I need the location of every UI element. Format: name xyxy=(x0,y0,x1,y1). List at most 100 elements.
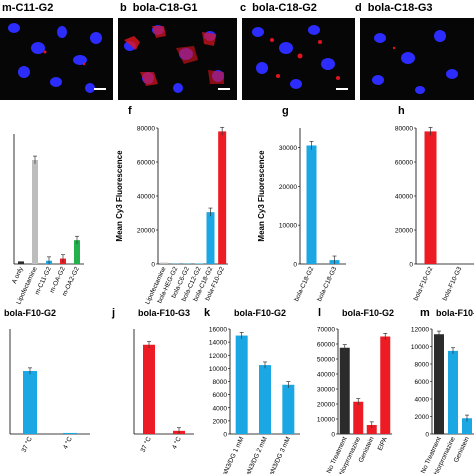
y-tick-label: 80000 xyxy=(137,126,155,133)
chart-title: bola-F10-G2 xyxy=(4,308,56,318)
chart-title: bola-F10-G xyxy=(436,308,474,318)
chart-panel: g Mean Cy3 Fluorescence 0 10000 20000 30000 bo… xyxy=(257,105,346,303)
y-tick-label: 40000 xyxy=(137,194,155,201)
y-axis-label: Mean Cy3 Fluorescence xyxy=(115,150,124,242)
bar xyxy=(306,145,317,264)
y-tick-label: 40000 xyxy=(395,194,413,201)
bar xyxy=(23,371,37,434)
scale-bar xyxy=(218,88,230,90)
y-tick-label: 0 xyxy=(409,262,413,269)
y-tick-label: 60000 xyxy=(317,342,335,349)
bar xyxy=(353,401,364,434)
category-label: 4 °C xyxy=(170,435,183,450)
chart-panel: l bola-F10-G2 0 10000 20000 30000 40000 50000 60… xyxy=(317,307,394,474)
bar-charts-figure: A onlyLipofectaminem-C11-G2m-OA-G2m-OA2-… xyxy=(4,105,474,474)
y-tick-label: 10000 xyxy=(411,344,429,351)
chart-panel: j bola-F10-G3 37 °C 4 °C xyxy=(111,307,194,454)
bar xyxy=(448,350,458,434)
y-tick-label: 60000 xyxy=(395,160,413,167)
panel-letter: f xyxy=(128,105,132,117)
category-label: NaN3/DG 2 mM xyxy=(243,436,269,474)
chart-panel: mbola-F10-G020004000600080001000012000No… xyxy=(411,307,474,474)
micrograph-image-d xyxy=(372,30,458,94)
y-tick-label: 12000 xyxy=(411,327,429,334)
bar xyxy=(74,240,80,264)
bar xyxy=(366,425,377,434)
y-tick-label: 0 xyxy=(331,432,335,439)
y-tick-label: 6000 xyxy=(415,379,430,386)
panel-letter: j xyxy=(111,307,115,319)
chart-panel: k bola-F10-G2 0 2000 4000 6000 8000 10000 12000 1… xyxy=(204,307,300,474)
bar xyxy=(339,347,350,434)
y-tick-label: 10000 xyxy=(279,223,297,230)
category-label: bola-C18-G3 xyxy=(316,266,338,303)
bar xyxy=(259,365,271,434)
panel-letter: h xyxy=(398,105,405,117)
y-tick-label: 50000 xyxy=(317,357,335,364)
micrograph-bola-c18-g2 xyxy=(242,18,355,100)
y-tick-label: 0 xyxy=(223,432,227,439)
y-tick-label: 10000 xyxy=(317,417,335,424)
bar xyxy=(18,261,24,264)
category-label: A only xyxy=(11,265,25,285)
bar xyxy=(159,262,168,264)
panel-letter: g xyxy=(282,105,289,117)
micrograph-bola-c18-g1 xyxy=(118,18,237,100)
scale-bar xyxy=(94,88,106,90)
chart-panel: h 0 20000 40000 60000 80000 bola-F10-G2 bola-F1… xyxy=(395,105,474,302)
category-label: 4 °C xyxy=(61,435,74,450)
y-tick-label: 0 xyxy=(425,432,429,439)
category-label: 37 °C xyxy=(20,435,34,453)
bar xyxy=(235,335,248,434)
bar xyxy=(218,131,227,264)
panel-letter: k xyxy=(204,307,211,319)
y-tick-label: 8000 xyxy=(213,379,228,386)
y-tick-label: 0 xyxy=(293,262,297,269)
bar xyxy=(143,344,155,434)
micrograph-image-a xyxy=(8,23,102,93)
y-tick-label: 20000 xyxy=(137,228,155,235)
bar xyxy=(63,432,77,434)
micrograph-title-a: m-C11-G2 xyxy=(2,2,54,14)
bar xyxy=(434,334,444,434)
y-tick-label: 40000 xyxy=(317,372,335,379)
y-tick-label: 20000 xyxy=(279,184,297,191)
y-tick-label: 2000 xyxy=(213,418,228,425)
y-tick-label: 30000 xyxy=(279,145,297,152)
bar xyxy=(462,418,472,434)
bar xyxy=(424,131,437,264)
y-tick-label: 30000 xyxy=(317,387,335,394)
scale-bar xyxy=(336,88,348,90)
y-tick-label: 10000 xyxy=(209,366,227,373)
category-label: bola-C18-G2 xyxy=(293,266,315,303)
chart-title: bola-F10-G2 xyxy=(234,308,286,318)
micrograph-title-d: d bola-C18-G3 xyxy=(355,2,433,14)
micrograph-title-c: c bola-C18-G2 xyxy=(240,2,317,14)
y-tick-label: 70000 xyxy=(317,327,335,334)
chart-title: bola-F10-G2 xyxy=(342,308,394,318)
category-label: bola-F10-G2 xyxy=(413,266,435,302)
category-label: 37 °C xyxy=(139,435,153,453)
category-label: NaN3/DG 1 mM xyxy=(220,436,246,474)
y-tick-label: 2000 xyxy=(415,414,430,421)
y-tick-label: 6000 xyxy=(213,392,228,399)
micrograph-m-c11-g2 xyxy=(0,18,113,100)
y-tick-label: 8000 xyxy=(415,362,430,369)
bar xyxy=(282,384,295,434)
y-tick-label: 14000 xyxy=(209,340,227,347)
y-tick-label: 12000 xyxy=(209,353,227,360)
bar xyxy=(194,263,203,264)
micrograph-bola-c18-g3 xyxy=(360,18,474,100)
y-tick-label: 20000 xyxy=(317,402,335,409)
y-tick-label: 16000 xyxy=(209,327,227,334)
y-tick-label: 4000 xyxy=(415,397,430,404)
micrograph-image-c xyxy=(252,25,340,89)
category-label: bola-F10-G3 xyxy=(442,266,464,302)
bar xyxy=(380,336,391,434)
category-label: NaN3/DG 3 mM xyxy=(266,436,292,474)
bar xyxy=(32,160,38,264)
chart-panel: bola-F10-G2 37 °C 4 °C xyxy=(4,308,90,454)
y-tick-label: 80000 xyxy=(395,126,413,133)
chart-title: bola-F10-G3 xyxy=(138,308,190,318)
panel-letter: m xyxy=(420,307,430,319)
